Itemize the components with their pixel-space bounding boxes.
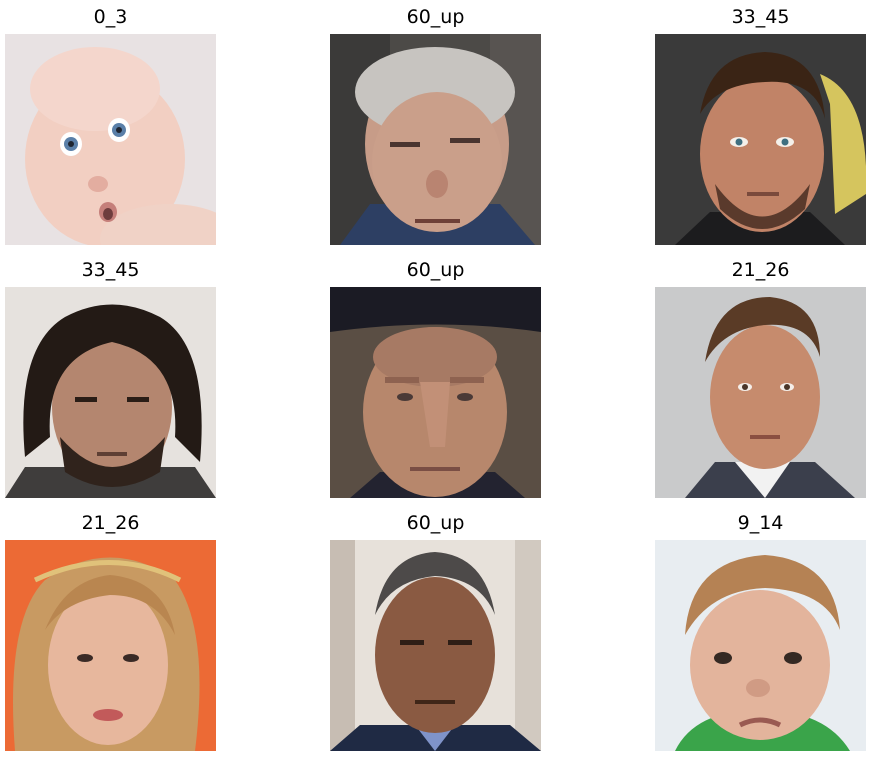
panel-label: 21_26 — [731, 259, 790, 281]
man-face-photo — [5, 287, 216, 498]
panel-label: 60_up — [406, 259, 465, 281]
man-face-photo — [330, 540, 541, 751]
panel-label: 9_14 — [737, 512, 784, 534]
panel-label: 60_up — [406, 512, 465, 534]
toddler-face-photo — [655, 540, 866, 751]
woman-face-photo — [5, 540, 216, 751]
panel-label: 21_26 — [81, 512, 140, 534]
baby-face-photo — [5, 34, 216, 245]
panel-label: 33_45 — [731, 6, 790, 28]
panel-label: 0_3 — [93, 6, 128, 28]
panel-label: 33_45 — [81, 259, 140, 281]
man-face-photo — [655, 287, 866, 498]
man-face-photo — [655, 34, 866, 245]
panel-label: 60_up — [406, 6, 465, 28]
older-man-face-photo — [330, 34, 541, 245]
older-man-face-photo — [330, 287, 541, 498]
